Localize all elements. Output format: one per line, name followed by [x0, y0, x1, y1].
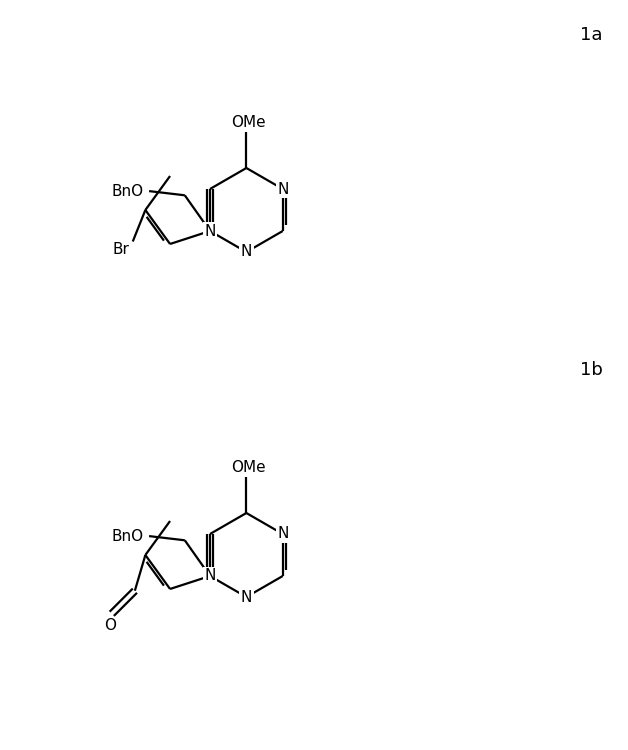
Text: 1b: 1b	[580, 361, 603, 379]
Text: N: N	[277, 526, 288, 542]
Text: O: O	[104, 618, 116, 633]
Text: BnO: BnO	[112, 184, 144, 199]
Text: N: N	[204, 568, 215, 584]
Text: OMe: OMe	[231, 460, 266, 475]
Text: N: N	[241, 244, 252, 260]
Text: 1a: 1a	[580, 26, 602, 44]
Text: BnO: BnO	[112, 529, 144, 544]
Text: N: N	[241, 590, 252, 604]
Text: N: N	[204, 224, 215, 238]
Text: OMe: OMe	[231, 115, 266, 130]
Text: Br: Br	[113, 242, 130, 257]
Text: N: N	[277, 182, 288, 196]
